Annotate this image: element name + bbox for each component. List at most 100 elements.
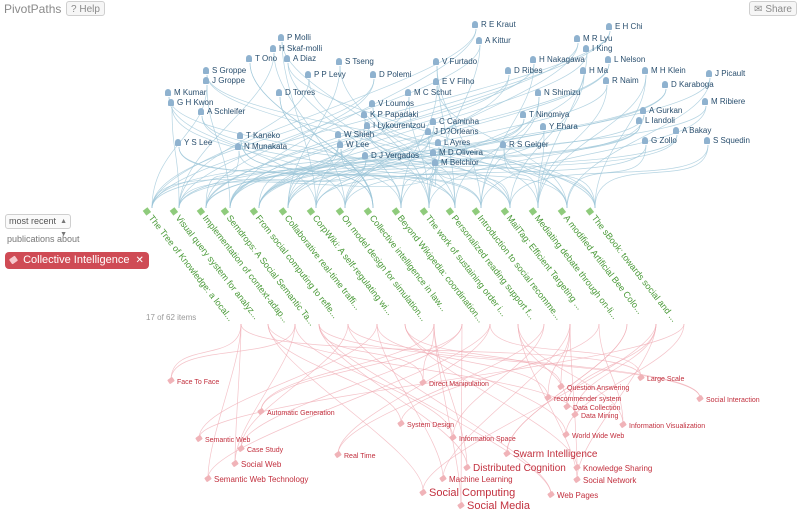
keyword-item[interactable]: Semantic Web Technology <box>205 476 308 484</box>
keyword-item[interactable]: Distributed Cognition <box>464 464 566 474</box>
connection-line <box>234 323 242 464</box>
author-item[interactable]: T Kaneko <box>237 131 280 140</box>
keyword-item[interactable]: Social Media <box>458 501 530 512</box>
keyword-item[interactable]: Knowledge Sharing <box>574 465 652 473</box>
author-item[interactable]: N Shimizu <box>535 88 580 97</box>
connection-line <box>273 52 346 209</box>
connection-line <box>598 323 624 425</box>
author-item[interactable]: E V Filho <box>433 77 474 86</box>
keyword-item[interactable]: System Design <box>398 421 454 429</box>
author-item[interactable]: S Squedin <box>704 136 750 145</box>
keyword-item[interactable]: Data Collection <box>564 404 620 412</box>
connection-line <box>344 134 678 209</box>
author-item[interactable]: P P Levy <box>305 70 346 79</box>
share-button[interactable]: ✉ Share <box>749 1 797 16</box>
author-item[interactable]: P Molli <box>278 33 311 42</box>
connection-line <box>428 166 437 209</box>
sort-select[interactable]: most recent ▲ ▼ <box>5 214 72 238</box>
author-item[interactable]: A Kittur <box>476 36 511 45</box>
connection-line <box>318 323 701 399</box>
author-item[interactable]: D J Vergados <box>362 151 419 160</box>
author-item[interactable]: S Tseng <box>336 57 374 66</box>
author-item[interactable]: W Shieh <box>335 130 374 139</box>
connection-line <box>503 148 539 209</box>
keyword-item[interactable]: Data Mining <box>572 412 618 420</box>
author-item[interactable]: N Munakata <box>235 142 287 151</box>
author-item[interactable]: D Polemi <box>370 70 411 79</box>
keyword-item[interactable]: Case Study <box>238 446 283 454</box>
author-item[interactable]: M R Lyu <box>574 34 613 43</box>
connection-line <box>151 28 477 209</box>
author-item[interactable]: R S Geiger <box>500 140 549 149</box>
author-item[interactable]: S Groppe <box>203 66 246 75</box>
author-item[interactable]: R Naim <box>603 76 639 85</box>
keyword-item[interactable]: Web Pages <box>548 492 598 500</box>
keyword-item[interactable]: Information Visualization <box>620 422 705 430</box>
author-item[interactable]: J D?Orleans <box>425 127 478 136</box>
keyword-item[interactable]: Social Interaction <box>697 396 760 404</box>
author-item[interactable]: L Nelson <box>605 55 645 64</box>
keyword-item[interactable]: Social Computing <box>420 488 515 499</box>
keyword-item[interactable]: Large Scale <box>638 375 684 383</box>
author-item[interactable]: H Skaf-molli <box>270 44 322 53</box>
keyword-item[interactable]: recommender system <box>545 395 621 403</box>
keyword-item[interactable]: Face To Face <box>168 378 219 386</box>
connection-line <box>594 144 709 209</box>
author-item[interactable]: T Ono <box>246 54 277 63</box>
keyword-item[interactable]: Swarm Intelligence <box>504 450 597 460</box>
keyword-item[interactable]: World Wide Web <box>563 432 624 440</box>
author-item[interactable]: D Ribes <box>505 66 542 75</box>
connection-line <box>229 159 367 209</box>
author-item[interactable]: H Ma <box>580 66 608 75</box>
author-item[interactable]: M Belchior <box>432 158 479 167</box>
author-item[interactable]: G Zollo <box>642 136 677 145</box>
filter-tag[interactable]: Collective Intelligence ✕ <box>5 252 149 269</box>
author-item[interactable]: J Picault <box>706 69 745 78</box>
keyword-item[interactable]: Social Network <box>574 477 636 485</box>
author-item[interactable]: W Lee <box>337 140 369 149</box>
author-item[interactable]: M D Oliveira <box>430 148 483 157</box>
connection-line <box>240 323 463 449</box>
author-item[interactable]: G H Kwon <box>168 98 213 107</box>
author-item[interactable]: E H Chi <box>606 22 643 31</box>
author-item[interactable]: V Loumos <box>369 99 414 108</box>
connection-line <box>337 323 491 455</box>
author-item[interactable]: Y Ehara <box>540 122 578 131</box>
author-item[interactable]: I Lykourentzou <box>364 121 425 130</box>
author-item[interactable]: D Karaboga <box>662 80 714 89</box>
connection-line <box>347 323 552 495</box>
keyword-item[interactable]: Social Web <box>232 461 281 469</box>
keyword-item[interactable]: Semantic Web <box>196 436 250 444</box>
keyword-item[interactable]: Question Answering <box>558 384 629 392</box>
author-item[interactable]: K P Papadaki <box>361 110 418 119</box>
author-item[interactable]: A Gurkan <box>640 106 682 115</box>
connection-line <box>509 74 585 209</box>
author-item[interactable]: M C Schut <box>405 88 451 97</box>
author-item[interactable]: A Bakay <box>673 126 711 135</box>
author-item[interactable]: A Schleifer <box>198 107 245 116</box>
author-item[interactable]: I King <box>583 44 612 53</box>
author-item[interactable]: C Caminha <box>430 117 479 126</box>
connection-line <box>267 323 402 424</box>
author-item[interactable]: Y S Lee <box>175 138 212 147</box>
author-item[interactable]: V Furtado <box>433 57 477 66</box>
keyword-item[interactable]: Real Time <box>335 452 376 460</box>
keyword-item[interactable]: Machine Learning <box>440 476 513 484</box>
author-item[interactable]: H Nakagawa <box>530 55 585 64</box>
author-item[interactable]: R E Kraut <box>472 20 516 29</box>
author-item[interactable]: J Groppe <box>203 76 245 85</box>
remove-filter-icon[interactable]: ✕ <box>135 255 144 266</box>
keyword-item[interactable]: Information Space <box>450 435 516 443</box>
author-item[interactable]: A Diaz <box>284 54 316 63</box>
connection-line <box>404 323 562 387</box>
author-item[interactable]: M Ribiere <box>702 97 745 106</box>
author-item[interactable]: L Iandoli <box>636 116 675 125</box>
author-item[interactable]: M H Klein <box>642 66 686 75</box>
help-button[interactable]: ? Help <box>66 1 105 16</box>
author-item[interactable]: M Kumar <box>165 88 206 97</box>
author-item[interactable]: L Ayres <box>435 138 470 147</box>
keyword-item[interactable]: Automatic Generation <box>258 409 335 417</box>
author-item[interactable]: D Torres <box>276 88 315 97</box>
keyword-item[interactable]: Direct Manipulation <box>420 380 489 388</box>
author-item[interactable]: T Ninomiya <box>520 110 569 119</box>
